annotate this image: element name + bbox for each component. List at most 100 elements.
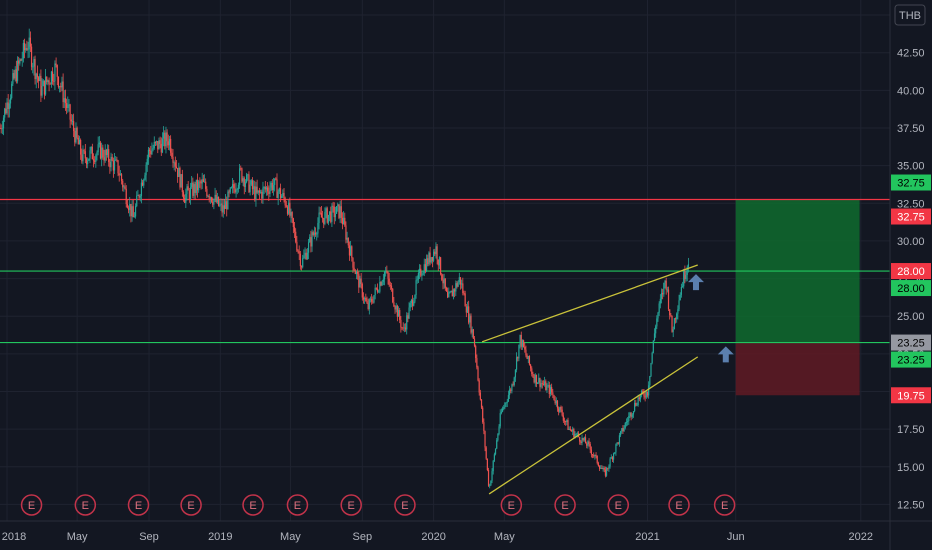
candle-body bbox=[203, 181, 206, 183]
candle-body bbox=[451, 290, 453, 297]
candle-body bbox=[410, 299, 412, 304]
candle-body bbox=[172, 156, 174, 163]
candle-body bbox=[463, 293, 465, 294]
horizontal-levels[interactable] bbox=[0, 198, 890, 344]
candle-body bbox=[374, 287, 376, 296]
candle-body bbox=[458, 277, 460, 282]
candle-body bbox=[409, 303, 411, 308]
candle-body bbox=[531, 368, 533, 375]
candle-body bbox=[653, 333, 656, 341]
candle-body bbox=[547, 385, 549, 386]
candle-body bbox=[545, 381, 547, 391]
candle-body bbox=[133, 216, 136, 218]
long-position-tool[interactable] bbox=[735, 199, 860, 396]
candle-body bbox=[281, 196, 283, 198]
candle-body bbox=[249, 184, 251, 193]
candle-body bbox=[368, 299, 370, 310]
earnings-marker[interactable]: E bbox=[180, 494, 202, 516]
candle-body bbox=[586, 443, 588, 446]
candle-body bbox=[277, 191, 279, 198]
candle-body bbox=[622, 428, 624, 432]
candle-body bbox=[48, 80, 50, 84]
candle-body bbox=[494, 448, 497, 455]
candle-body bbox=[466, 306, 469, 313]
candle-body bbox=[522, 340, 525, 347]
earnings-marker[interactable]: E bbox=[394, 494, 416, 516]
earnings-marker[interactable]: E bbox=[554, 494, 576, 516]
candle-body bbox=[51, 71, 54, 81]
trend-line[interactable] bbox=[488, 356, 699, 495]
earnings-icon bbox=[607, 494, 630, 516]
earnings-marker[interactable]: E bbox=[500, 494, 523, 516]
candle-body bbox=[580, 441, 582, 444]
candle-body bbox=[87, 160, 89, 165]
earnings-marker[interactable]: E bbox=[127, 494, 150, 516]
candle-body bbox=[290, 212, 292, 216]
candle-body bbox=[584, 437, 587, 444]
candle-body bbox=[202, 179, 204, 182]
candle-body bbox=[165, 132, 167, 147]
candle-body bbox=[56, 65, 58, 77]
earnings-icon bbox=[713, 494, 736, 516]
earnings-marker[interactable]: E bbox=[607, 494, 630, 516]
earnings-marker[interactable]: E bbox=[713, 494, 736, 516]
candle-body bbox=[283, 192, 285, 199]
earnings-marker[interactable]: E bbox=[340, 494, 362, 516]
currency-button[interactable]: THB bbox=[894, 4, 926, 26]
candle-body bbox=[387, 272, 389, 279]
candle-body bbox=[656, 318, 658, 327]
candle-body bbox=[532, 374, 534, 377]
price-badge-text: 23.25 bbox=[897, 355, 925, 367]
earnings-marker[interactable]: E bbox=[74, 494, 97, 516]
earnings-icon bbox=[668, 494, 690, 516]
candle-body bbox=[257, 190, 259, 193]
candle-body bbox=[325, 208, 327, 212]
trend-lines[interactable] bbox=[481, 264, 699, 495]
candle-body bbox=[338, 204, 340, 218]
candle-body bbox=[663, 282, 665, 295]
trend-line[interactable] bbox=[481, 264, 698, 343]
price-axis-labels: 32.75 32.75 28.00 28.00 23.25 23.25 19.75 bbox=[891, 174, 931, 404]
earnings-marker[interactable]: E bbox=[668, 494, 690, 516]
candle-body bbox=[231, 184, 234, 188]
candle-body bbox=[311, 232, 313, 247]
candle-body bbox=[600, 468, 602, 470]
candle-body bbox=[297, 250, 299, 252]
candle-body bbox=[262, 187, 264, 199]
candle-body bbox=[47, 80, 49, 83]
candle-body bbox=[33, 59, 35, 67]
candle-body bbox=[285, 205, 287, 207]
candle-body bbox=[20, 59, 22, 61]
candle-body bbox=[115, 159, 117, 161]
candle-body bbox=[71, 121, 74, 122]
earnings-marker[interactable]: E bbox=[20, 494, 43, 516]
candle-body bbox=[411, 299, 414, 306]
candle-body bbox=[5, 108, 7, 114]
candle-body bbox=[609, 458, 611, 467]
time-axis[interactable]: 2018 May Sep 2019 May Sep 2020 May 2021 Jun 2022 bbox=[2, 531, 873, 543]
earnings-label: E bbox=[401, 500, 408, 512]
earnings-icon bbox=[20, 494, 43, 516]
candle-body bbox=[196, 179, 199, 191]
earnings-marker[interactable]: E bbox=[242, 494, 264, 516]
candle-body bbox=[9, 98, 12, 104]
stop-loss-zone[interactable] bbox=[735, 342, 860, 396]
candle-body bbox=[378, 291, 380, 293]
candle-body bbox=[452, 289, 455, 297]
candle-body bbox=[110, 156, 112, 168]
candle-body bbox=[498, 426, 500, 435]
candle-body bbox=[570, 430, 573, 432]
candle-body bbox=[129, 203, 131, 211]
candle-body bbox=[496, 440, 498, 449]
candle-body bbox=[662, 293, 664, 295]
candle-body bbox=[519, 334, 521, 345]
candle-body bbox=[546, 385, 548, 391]
candle-body bbox=[603, 468, 605, 470]
candle-body bbox=[376, 288, 379, 292]
earnings-marker[interactable]: E bbox=[286, 494, 309, 516]
candle-body bbox=[424, 264, 427, 272]
candle-body bbox=[388, 278, 390, 286]
candle-body bbox=[1, 128, 3, 130]
